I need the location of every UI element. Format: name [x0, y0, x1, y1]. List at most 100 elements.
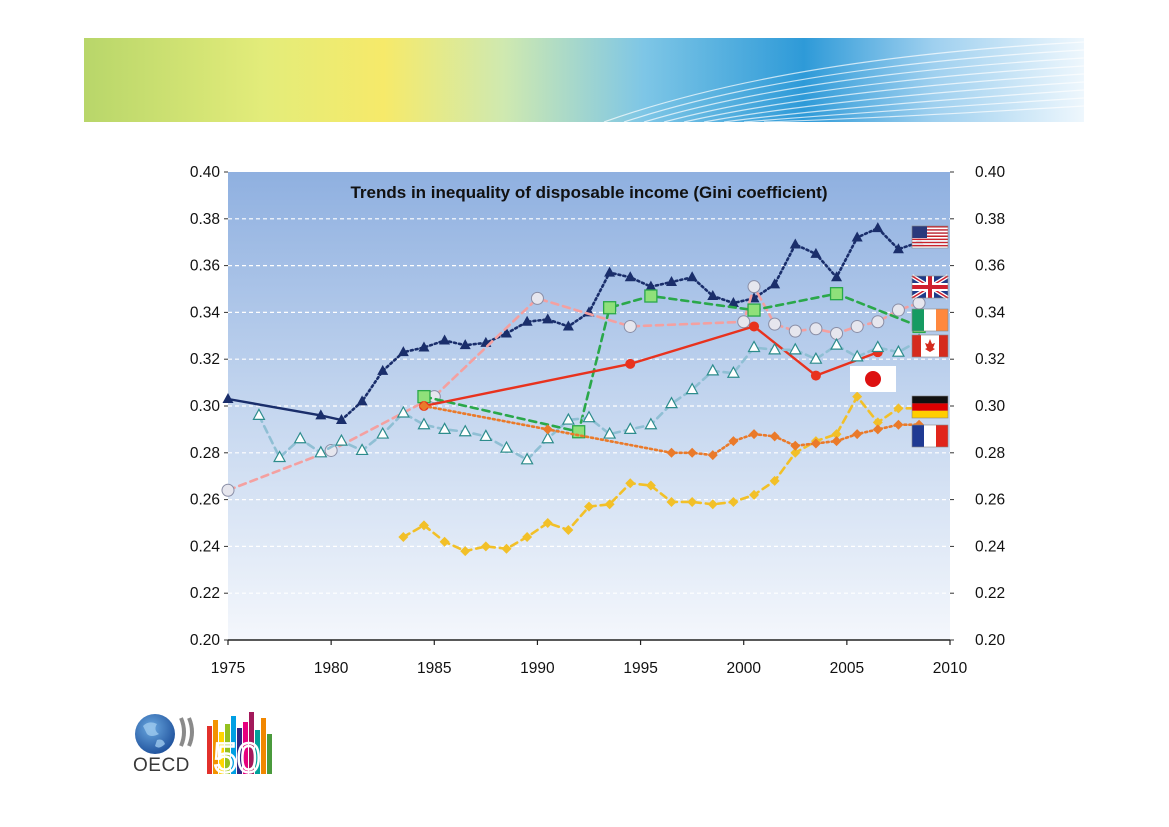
flag-border [911, 275, 949, 299]
data-point-triangle [664, 396, 679, 409]
flag-ireland-icon [911, 308, 949, 332]
x-tick-label: 2005 [830, 660, 864, 677]
flag-stripe [912, 232, 948, 234]
data-point-diamond [645, 480, 656, 491]
data-point-triangle [273, 450, 287, 463]
flag-stripe [912, 229, 948, 231]
oecd-wordmark: OECD [133, 755, 190, 776]
data-point-triangle [831, 271, 843, 282]
data-point-circle [810, 370, 821, 381]
data-point-triangle [561, 412, 575, 425]
data-point-circle [768, 317, 782, 331]
data-point-triangle [850, 349, 864, 362]
data-point-triangle [582, 410, 596, 423]
data-point-square [417, 389, 431, 404]
data-point-triangle [871, 340, 885, 353]
fifty-bars-icon [207, 712, 272, 774]
y-tick-label-left: 0.26 [190, 492, 220, 509]
data-point-diamond [687, 447, 698, 458]
data-point-diamond [604, 499, 615, 510]
data-point-diamond [687, 496, 698, 507]
data-point-circle [749, 321, 760, 332]
flag-germany-icon [911, 395, 949, 419]
data-point-triangle [624, 271, 636, 282]
flag-stripe [912, 243, 948, 245]
data-point-circle [891, 303, 905, 317]
flag-canton [912, 226, 927, 238]
oecd-50-logo: 50 [135, 712, 272, 778]
data-point-triangle [769, 278, 781, 289]
data-point-triangle [542, 313, 554, 324]
data-point-diamond [501, 543, 512, 554]
flag-stripe [912, 226, 948, 228]
flag-band [912, 396, 948, 404]
data-point-triangle [335, 414, 347, 425]
flag-border [911, 308, 949, 332]
x-tick-label: 1995 [623, 660, 657, 677]
data-point-diamond [790, 447, 801, 458]
data-point-diamond [749, 489, 760, 500]
y-tick-label-right: 0.22 [975, 585, 1005, 602]
data-point-triangle [377, 364, 389, 375]
flag-france-icon [911, 424, 949, 448]
data-point-diamond [480, 541, 491, 552]
flag-stripe [912, 238, 948, 241]
y-tick-label-left: 0.34 [190, 304, 221, 321]
data-point-triangle [768, 342, 782, 355]
data-point-triangle [747, 340, 761, 353]
data-point-triangle [686, 271, 698, 282]
flag-stripe [912, 240, 948, 242]
x-tick-label: 1990 [520, 660, 555, 677]
flag-usa-icon [911, 225, 949, 249]
data-point-triangle [293, 431, 307, 444]
data-point-triangle [355, 443, 369, 456]
y-tick-label-left: 0.40 [190, 164, 221, 181]
data-point-diamond [831, 429, 842, 440]
data-point-triangle [438, 422, 452, 434]
data-point-triangle [810, 247, 822, 258]
data-point-triangle [851, 231, 863, 242]
flag-stripe [912, 227, 948, 230]
data-point-triangle [872, 222, 884, 233]
data-point-triangle [623, 422, 637, 434]
data-point-diamond [831, 436, 842, 447]
y-tick-label-right: 0.30 [975, 398, 1006, 415]
series-france [418, 401, 925, 461]
data-point-square [747, 303, 761, 317]
flag-stripe [912, 233, 948, 236]
data-point-diamond [542, 424, 553, 435]
y-tick-label-right: 0.28 [975, 445, 1005, 462]
data-point-triangle [789, 238, 801, 249]
x-tick-label: 2000 [726, 660, 761, 677]
data-point-diamond [439, 536, 450, 547]
y-tick-label-right: 0.24 [975, 538, 1006, 555]
data-point-circle [530, 291, 544, 305]
data-point-circle [747, 280, 761, 294]
data-point-triangle [685, 382, 699, 395]
series-ireland [417, 287, 926, 439]
y-tick-label-left: 0.30 [190, 398, 221, 415]
y-tick-label-right: 0.32 [975, 351, 1005, 368]
y-tick-label-left: 0.28 [190, 445, 220, 462]
data-point-triangle [562, 320, 574, 331]
y-tick-label-right: 0.26 [975, 492, 1005, 509]
data-point-triangle [439, 334, 451, 345]
data-point-diamond [584, 501, 594, 512]
x-tick-label: 2010 [933, 660, 968, 677]
flag-stripe [912, 241, 948, 244]
data-point-triangle [499, 440, 514, 453]
y-tick-label-left: 0.20 [190, 632, 221, 649]
data-point-triangle [891, 344, 905, 357]
data-point-triangle [604, 266, 616, 277]
data-point-triangle [418, 341, 430, 352]
x-tick-label: 1985 [417, 660, 451, 677]
y-tick-label-right: 0.36 [975, 258, 1005, 275]
data-point-triangle [892, 243, 904, 254]
flag-cross [912, 285, 948, 289]
series-japan [252, 333, 926, 465]
flag-border [911, 225, 949, 249]
flag-stripe [912, 230, 948, 233]
flag-border [911, 334, 949, 358]
data-point-diamond [666, 447, 677, 458]
data-point-triangle [541, 431, 555, 444]
